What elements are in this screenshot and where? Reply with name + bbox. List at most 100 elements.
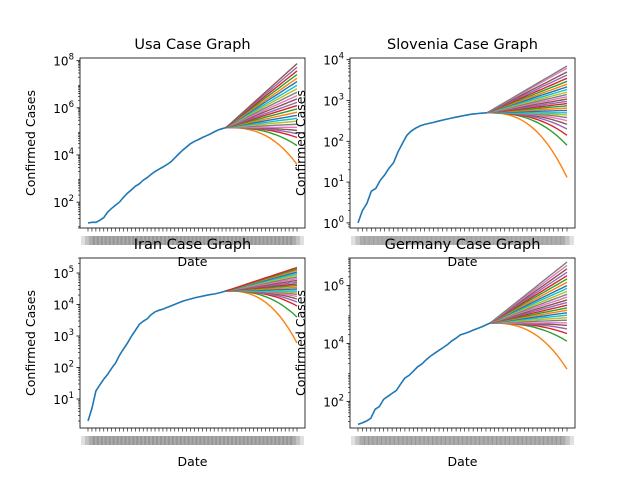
x-tick-label <box>207 236 222 245</box>
x-tick-label <box>488 236 503 245</box>
x-tick-label <box>254 236 269 245</box>
x-tick-label <box>219 236 234 245</box>
x-tick-label <box>171 436 186 445</box>
plot-frame <box>79 57 306 229</box>
x-tick-label <box>453 436 468 445</box>
x-tick-label <box>508 436 523 445</box>
x-tick-label <box>534 436 549 445</box>
x-tick-label <box>377 236 392 245</box>
x-tick-label <box>278 436 293 445</box>
x-tick-label <box>183 236 198 245</box>
x-tick-label <box>413 236 428 245</box>
x-tick-label <box>382 236 397 245</box>
x-tick-label <box>230 236 245 245</box>
x-tick-label <box>547 436 562 445</box>
x-tick-label <box>88 236 103 245</box>
x-tick-label <box>187 436 202 445</box>
x-axis-label: Date <box>178 454 208 469</box>
x-axis-label: Date <box>178 254 208 269</box>
x-tick-label <box>167 436 182 445</box>
forecast-line <box>226 126 298 165</box>
x-tick-label <box>359 236 374 245</box>
x-tick-label <box>171 236 186 245</box>
x-tick-label <box>211 236 226 245</box>
x-tick-label <box>140 236 155 245</box>
x-tick-label <box>151 436 166 445</box>
x-tick-label <box>148 436 163 445</box>
x-tick-label <box>528 236 543 245</box>
x-tick-label <box>555 236 570 245</box>
forecast-line <box>486 65 568 114</box>
x-axis-label: Date <box>448 454 478 469</box>
y-tick-label: 104 <box>323 335 344 351</box>
x-tick-label <box>439 236 454 245</box>
x-tick-label <box>195 436 210 445</box>
y-tick-label: 104 <box>323 52 344 68</box>
y-tick-label: 106 <box>53 100 74 116</box>
x-tick-label <box>524 236 539 245</box>
x-tick-label <box>399 236 414 245</box>
x-tick-label <box>440 436 455 445</box>
x-tick-label <box>402 436 417 445</box>
x-tick-label <box>234 236 249 245</box>
x-tick-label <box>470 436 485 445</box>
x-tick-label <box>506 236 521 245</box>
x-tick-label <box>250 236 265 245</box>
x-tick-label <box>258 236 273 245</box>
x-tick-label <box>479 236 494 245</box>
chart-panel-2: Slovenia Case Graph Confirmed Cases 100 101… <box>293 37 576 269</box>
x-tick-label <box>100 236 115 245</box>
x-tick-label <box>124 236 139 245</box>
chart-title: Germany Case Graph <box>385 237 541 253</box>
x-tick-label <box>96 436 111 445</box>
x-tick-label <box>211 436 226 445</box>
x-tick-label <box>159 236 174 245</box>
chart-panel-1: Usa Case Graph Confirmed Cases 102 104 106 10… <box>23 37 306 269</box>
x-tick-label <box>368 436 383 445</box>
x-tick-label <box>124 436 139 445</box>
x-tick-label <box>104 436 119 445</box>
y-axis-label: Confirmed Cases <box>293 290 308 396</box>
x-tick-label <box>222 436 237 445</box>
x-tick-label <box>376 436 391 445</box>
x-axis-label: Date <box>448 254 478 269</box>
chart-title: Slovenia Case Graph <box>387 37 538 53</box>
x-tick-label <box>497 236 512 245</box>
x-tick-label <box>432 436 447 445</box>
x-tick-label <box>274 436 289 445</box>
x-tick-label <box>471 236 486 245</box>
x-tick-label <box>242 436 257 445</box>
x-tick-label <box>128 436 143 445</box>
y-tick-label: 102 <box>53 194 74 210</box>
x-tick-label <box>120 436 135 445</box>
x-tick-label <box>515 236 530 245</box>
x-tick-label <box>538 436 553 445</box>
x-tick-label <box>444 236 459 245</box>
y-tick-label: 101 <box>323 174 344 190</box>
plot-frame <box>79 257 306 429</box>
x-tick-label <box>426 236 441 245</box>
x-tick-label <box>116 236 131 245</box>
history-line <box>87 290 227 422</box>
chart-panel-3: Iran Case Graph Confirmed Cases 101 102 103 1… <box>23 237 306 469</box>
x-tick-label <box>266 236 281 245</box>
x-tick-label <box>395 236 410 245</box>
x-tick-label <box>542 236 557 245</box>
y-tick-label: 102 <box>323 393 344 409</box>
x-tick-label <box>163 236 178 245</box>
x-tick-label <box>419 436 434 445</box>
x-tick-label <box>191 236 206 245</box>
x-tick-label <box>191 436 206 445</box>
x-tick-label <box>128 236 143 245</box>
x-tick-label <box>408 236 423 245</box>
x-tick-label <box>410 436 425 445</box>
x-tick-label <box>136 436 151 445</box>
x-tick-label <box>183 436 198 445</box>
x-tick-label <box>270 236 285 245</box>
x-tick-label <box>457 436 472 445</box>
x-tick-label <box>270 436 285 445</box>
x-tick-label <box>542 436 557 445</box>
x-tick-label <box>475 236 490 245</box>
x-tick-label <box>435 236 450 245</box>
x-tick-label <box>491 436 506 445</box>
